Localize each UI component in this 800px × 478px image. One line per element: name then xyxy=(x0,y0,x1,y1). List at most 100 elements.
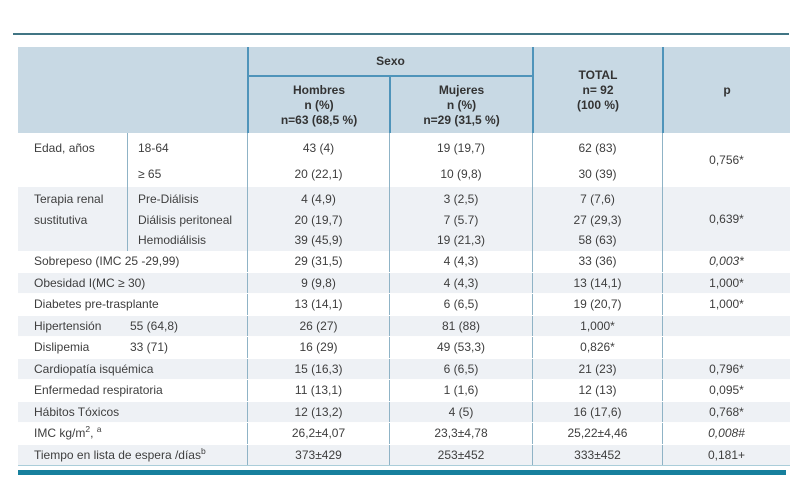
row-respiratoria: Enfermedad respiratoria 11 (13,1) 1 (1,6… xyxy=(18,380,790,402)
cell-respiratoria-mujeres: 1 (1,6) xyxy=(389,380,532,401)
cell-terapia-hombres: 4 (4,9) 20 (19,7) 39 (45,9) xyxy=(247,187,389,251)
cell-obesidad-mujeres: 4 (4,3) xyxy=(389,272,532,293)
cell-hipertension-p xyxy=(662,315,790,336)
cell-edad-total: 62 (83) 30 (39) xyxy=(532,133,662,187)
header-mujeres-line3: n=29 (31,5 %) xyxy=(423,112,500,127)
cell-terapia-p: 0,639* xyxy=(662,187,790,251)
cell-terapia-label: Terapia renal sustitutiva xyxy=(34,192,104,227)
cell-edad-p: 0,756* xyxy=(662,133,790,187)
cell-terapia-subs: Pre-Diálisis Diálisis peritoneal Hemodiáli… xyxy=(127,187,247,251)
cell-terapia-total: 7 (7,6) 27 (29,3) 58 (63) xyxy=(532,187,662,251)
row-obesidad: Obesidad I(MC ≥ 30) 9 (9,8) 4 (4,3) 13 (… xyxy=(18,272,790,294)
row-dislipemia: Dislipemia 33 (71) 16 (29) 49 (53,3) 0,8… xyxy=(18,337,790,359)
header-total-line3: (100 %) xyxy=(576,97,620,112)
cell-imc-label: IMC kg/m2, a xyxy=(34,424,102,441)
cell-obesidad-hombres: 9 (9,8) xyxy=(247,272,389,293)
cell-respiratoria-label: Enfermedad respiratoria xyxy=(34,383,163,398)
cell-tiempo-label: Tiempo en lista de espera /díasb xyxy=(34,445,206,462)
cell-sobrepeso-hombres: 29 (31,5) xyxy=(247,251,389,272)
row-habitos: Hábitos Tóxicos 12 (13,2) 4 (5) 16 (17,6… xyxy=(18,401,790,423)
cell-sobrepeso-mujeres: 4 (4,3) xyxy=(389,251,532,272)
cell-hipertension-hombres: 26 (27) xyxy=(247,315,389,336)
row-cardiopatia: Cardiopatía isquémica 15 (16,3) 6 (6,5) … xyxy=(18,358,790,380)
header-hombres-line3: n=63 (68,5 %) xyxy=(280,112,358,127)
header-total-line1: TOTAL xyxy=(578,67,618,82)
cell-sobrepeso-total: 33 (36) xyxy=(532,251,662,272)
header-mujeres-line2: n (%) xyxy=(446,97,477,112)
header-p: p xyxy=(662,47,790,133)
cell-respiratoria-hombres: 11 (13,1) xyxy=(247,380,389,401)
cell-sobrepeso-label: Sobrepeso (IMC 25 -29,99) xyxy=(34,254,180,269)
cell-hipertension-label: Hipertensión 55 (64,8) xyxy=(34,318,179,333)
cell-sobrepeso-p: 0,003* xyxy=(662,251,790,272)
row-sobrepeso: Sobrepeso (IMC 25 -29,99) 29 (31,5) 4 (4… xyxy=(18,251,790,273)
header-blank-cell xyxy=(18,47,247,133)
superscript-2: 2 xyxy=(85,424,91,435)
cell-imc-mujeres: 23,3±4,78 xyxy=(389,423,532,444)
cell-tiempo-total: 333±452 xyxy=(532,444,662,465)
superscript-b: b xyxy=(200,445,206,456)
cell-tiempo-hombres: 373±429 xyxy=(247,444,389,465)
cell-diabetes-total: 19 (20,7) xyxy=(532,294,662,315)
cell-hipertension-mujeres: 81 (88) xyxy=(389,315,532,336)
cell-cardiopatia-total: 21 (23) xyxy=(532,358,662,379)
cell-diabetes-p: 1,000* xyxy=(662,294,790,315)
row-tiempo: Tiempo en lista de espera /díasb 373±429… xyxy=(18,444,790,466)
cell-dislipemia-hombres: 16 (29) xyxy=(247,337,389,358)
cell-habitos-mujeres: 4 (5) xyxy=(389,401,532,422)
cell-dislipemia-mujeres: 49 (53,3) xyxy=(389,337,532,358)
header-sexo: Sexo xyxy=(247,47,532,77)
cell-diabetes-label: Diabetes pre-trasplante xyxy=(34,297,159,312)
cell-tiempo-mujeres: 253±452 xyxy=(389,444,532,465)
cell-terapia-mujeres: 3 (2,5) 7 (5.7) 19 (21,3) xyxy=(389,187,532,251)
cell-habitos-p: 0,768* xyxy=(662,401,790,422)
cell-tiempo-p: 0,181+ xyxy=(662,444,790,465)
cell-dislipemia-p xyxy=(662,337,790,358)
cell-cardiopatia-mujeres: 6 (6,5) xyxy=(389,358,532,379)
cell-obesidad-p: 1,000* xyxy=(662,272,790,293)
cell-diabetes-hombres: 13 (14,1) xyxy=(247,294,389,315)
cell-dislipemia-label: Dislipemia 33 (71) xyxy=(34,340,169,355)
header-mujeres-line1: Mujeres xyxy=(438,82,485,97)
cell-dislipemia-total: 0,826* xyxy=(532,337,662,358)
cell-cardiopatia-label: Cardiopatía isquémica xyxy=(34,361,154,376)
cell-obesidad-label: Obesidad I(MC ≥ 30) xyxy=(34,275,146,290)
cell-dislipemia-label-value: 33 (71) xyxy=(130,340,169,355)
cell-habitos-hombres: 12 (13,2) xyxy=(247,401,389,422)
cell-imc-p: 0,008# xyxy=(662,423,790,444)
header-hombres: Hombres n (%) n=63 (68,5 %) xyxy=(247,77,389,133)
cell-edad-mujeres: 19 (19,7) 10 (9,8) xyxy=(389,133,532,187)
cell-obesidad-total: 13 (14,1) xyxy=(532,272,662,293)
bottom-rule xyxy=(18,470,786,475)
cell-respiratoria-total: 12 (13) xyxy=(532,380,662,401)
cell-hipertension-label-value: 55 (64,8) xyxy=(130,318,179,333)
cell-cardiopatia-p: 0,796* xyxy=(662,358,790,379)
row-diabetes: Diabetes pre-trasplante 13 (14,1) 6 (6,5… xyxy=(18,294,790,316)
cell-hipertension-total: 1,000* xyxy=(532,315,662,336)
row-terapia: Terapia renal sustitutiva Pre-Diálisis Diá… xyxy=(18,187,790,251)
top-rule xyxy=(13,33,789,35)
header-total-line2: n= 92 xyxy=(582,82,614,97)
cell-diabetes-mujeres: 6 (6,5) xyxy=(389,294,532,315)
table-body: Edad, años 18-64 ≥ 65 43 (4) 20 (22,1) 19 … xyxy=(18,133,790,466)
header-mujeres: Mujeres n (%) n=29 (31,5 %) xyxy=(389,77,532,133)
cell-imc-total: 25,22±4,46 xyxy=(532,423,662,444)
row-imc: IMC kg/m2, a 26,2±4,07 23,3±4,78 25,22±4… xyxy=(18,423,790,445)
header-hombres-line2: n (%) xyxy=(304,97,334,112)
table-header: Sexo Hombres n (%) n=63 (68,5 %) Mujeres… xyxy=(18,47,790,133)
header-total: TOTAL n= 92 (100 %) xyxy=(532,47,662,133)
cell-edad-label: Edad, años xyxy=(34,141,95,155)
cell-habitos-total: 16 (17,6) xyxy=(532,401,662,422)
cell-edad-hombres: 43 (4) 20 (22,1) xyxy=(247,133,389,187)
row-hipertension: Hipertensión 55 (64,8) 26 (27) 81 (88) 1… xyxy=(18,315,790,337)
cell-edad-subs: 18-64 ≥ 65 xyxy=(127,133,247,187)
demographics-table: Sexo Hombres n (%) n=63 (68,5 %) Mujeres… xyxy=(18,47,790,466)
row-edad: Edad, años 18-64 ≥ 65 43 (4) 20 (22,1) 19 … xyxy=(18,133,790,187)
cell-respiratoria-p: 0,095* xyxy=(662,380,790,401)
superscript-a: a xyxy=(96,424,102,435)
cell-imc-hombres: 26,2±4,07 xyxy=(247,423,389,444)
header-hombres-line1: Hombres xyxy=(292,82,345,97)
cell-cardiopatia-hombres: 15 (16,3) xyxy=(247,358,389,379)
cell-habitos-label: Hábitos Tóxicos xyxy=(34,404,120,419)
